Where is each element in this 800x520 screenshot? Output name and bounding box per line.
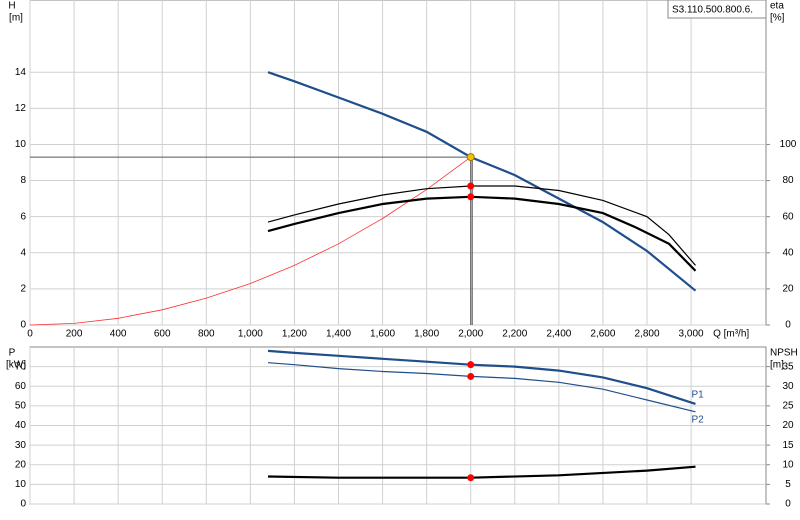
- operating-point: [467, 361, 475, 369]
- series-line: [29, 156, 471, 326]
- operating-point: [467, 474, 475, 482]
- y2-tick-label: 5: [785, 479, 791, 490]
- y-tick-label: 12: [15, 103, 27, 114]
- operating-point: [467, 372, 475, 380]
- x-tick-label: 2,200: [502, 329, 527, 340]
- y-tick-label: 4: [20, 247, 26, 258]
- plot-area: [29, 0, 767, 326]
- x-tick-label: 400: [110, 329, 127, 340]
- x-tick-label: 0: [27, 329, 33, 340]
- y2-tick-label: 25: [782, 401, 794, 412]
- y-axis-label: P: [9, 348, 16, 359]
- y2-tick-label: 0: [785, 320, 791, 331]
- x-tick-label: 2,400: [546, 329, 571, 340]
- y2-axis-unit: [%]: [770, 13, 785, 24]
- x-tick-label: 1,000: [238, 329, 263, 340]
- y-axis-unit: [m]: [9, 13, 23, 24]
- y-tick-label: 50: [15, 401, 27, 412]
- y-axis-unit: [kW]: [6, 360, 26, 371]
- y2-tick-label: 15: [782, 440, 794, 451]
- series-line: [267, 185, 696, 266]
- y2-tick-label: 35: [782, 361, 794, 372]
- y-tick-label: 14: [15, 67, 27, 78]
- y2-tick-label: 40: [782, 247, 794, 258]
- y-tick-label: 0: [20, 499, 26, 510]
- operating-point: [467, 193, 475, 201]
- y2-tick-label: 20: [782, 284, 794, 295]
- x-tick-label: 200: [66, 329, 83, 340]
- x-axis-label: Q [m³/h]: [713, 329, 749, 340]
- x-tick-label: 1,600: [370, 329, 395, 340]
- y2-tick-label: 100: [780, 139, 797, 150]
- x-tick-label: 1,400: [326, 329, 351, 340]
- x-tick-label: 1,800: [414, 329, 439, 340]
- y2-tick-label: 60: [782, 211, 794, 222]
- series-line: [267, 465, 696, 479]
- y2-tick-label: 80: [782, 175, 794, 186]
- title-box: [667, 0, 767, 19]
- x-tick-label: 2,800: [634, 329, 659, 340]
- y-axis-label: H: [8, 1, 15, 12]
- y-tick-label: 2: [20, 284, 26, 295]
- y2-axis-unit: [m]: [770, 360, 784, 371]
- y-tick-label: 10: [15, 479, 27, 490]
- series-line: [267, 195, 697, 272]
- x-tick-label: 2,600: [590, 329, 615, 340]
- y2-axis-label: NPSH: [770, 348, 798, 359]
- y-tick-label: 30: [15, 440, 27, 451]
- y-tick-label: 60: [15, 381, 27, 392]
- x-tick-label: 2,000: [458, 329, 483, 340]
- y-tick-label: 70: [15, 361, 27, 372]
- chart-title: S3.110.500.800.6.: [672, 5, 753, 16]
- y-tick-label: 8: [20, 175, 26, 186]
- x-tick-label: 600: [154, 329, 171, 340]
- operating-point: [467, 182, 475, 190]
- y-tick-label: 20: [15, 459, 27, 470]
- y2-tick-label: 20: [782, 420, 794, 431]
- x-tick-label: 800: [198, 329, 215, 340]
- series-label: P1: [691, 390, 704, 401]
- y2-axis-label: eta: [770, 1, 784, 12]
- y-tick-label: 6: [20, 211, 26, 222]
- y-tick-label: 10: [15, 139, 27, 150]
- series-label: P2: [691, 414, 704, 425]
- x-tick-label: 3,000: [679, 329, 704, 340]
- operating-point: [466, 153, 475, 162]
- x-tick-label: 1,200: [282, 329, 307, 340]
- y2-tick-label: 0: [785, 499, 791, 510]
- y-tick-label: 0: [20, 320, 26, 331]
- y-tick-label: 40: [15, 420, 27, 431]
- y2-tick-label: 10: [782, 459, 794, 470]
- y2-tick-label: 30: [782, 381, 794, 392]
